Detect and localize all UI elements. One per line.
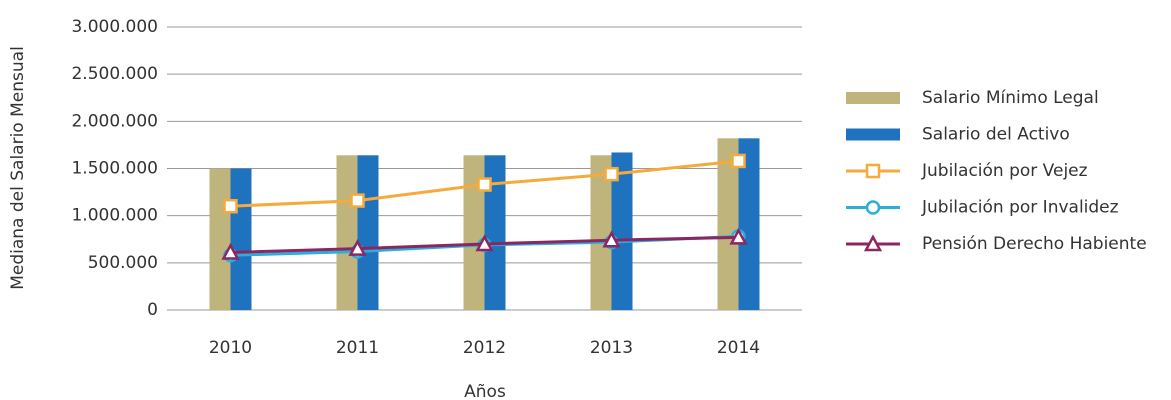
y-tick-label: 2.500.000 bbox=[71, 64, 158, 84]
y-tick-label: 3.000.000 bbox=[71, 17, 158, 37]
legend-label: Pensión Derecho Habiente bbox=[922, 234, 1147, 254]
bar bbox=[738, 138, 760, 310]
x-tick-label: 2014 bbox=[717, 338, 760, 358]
marker bbox=[221, 242, 240, 260]
legend-label: Salario del Activo bbox=[922, 125, 1070, 145]
bar bbox=[484, 155, 506, 310]
marker bbox=[348, 239, 367, 256]
marker bbox=[604, 166, 619, 182]
bar bbox=[717, 138, 739, 310]
bar bbox=[611, 152, 633, 310]
bar bbox=[590, 155, 612, 310]
x-tick-label: 2010 bbox=[209, 338, 252, 358]
marker bbox=[475, 234, 494, 252]
marker bbox=[477, 177, 492, 192]
legend-marker bbox=[863, 234, 883, 252]
bar bbox=[357, 155, 379, 310]
y-tick-label: 0 bbox=[147, 300, 158, 320]
marker bbox=[602, 230, 621, 248]
marker bbox=[350, 193, 365, 208]
x-tick-label: 2013 bbox=[590, 338, 633, 358]
y-axis-label: Mediana del Salario Mensual bbox=[8, 46, 28, 290]
marker bbox=[223, 198, 238, 214]
marker bbox=[729, 227, 748, 245]
legend-label: Salario Mínimo Legal bbox=[922, 88, 1099, 108]
bar bbox=[209, 168, 231, 310]
bar bbox=[230, 168, 252, 310]
x-tick-label: 2011 bbox=[336, 338, 379, 358]
bar bbox=[336, 155, 358, 310]
legend-marker bbox=[865, 200, 881, 215]
legend-label: Jubilación por Vejez bbox=[921, 161, 1088, 181]
marker bbox=[731, 153, 746, 169]
y-tick-label: 2.000.000 bbox=[71, 111, 158, 131]
legend-marker bbox=[865, 163, 881, 179]
y-tick-label: 1.000.000 bbox=[71, 206, 158, 226]
bar bbox=[463, 155, 485, 310]
y-tick-label: 500.000 bbox=[88, 253, 158, 273]
x-tick-label: 2012 bbox=[463, 338, 506, 358]
legend-label: Jubilación por Invalidez bbox=[921, 198, 1119, 218]
x-axis-label: Años bbox=[464, 382, 506, 400]
legend-swatch bbox=[846, 92, 900, 104]
legend-swatch bbox=[846, 128, 900, 141]
y-tick-label: 1.500.000 bbox=[71, 159, 158, 179]
